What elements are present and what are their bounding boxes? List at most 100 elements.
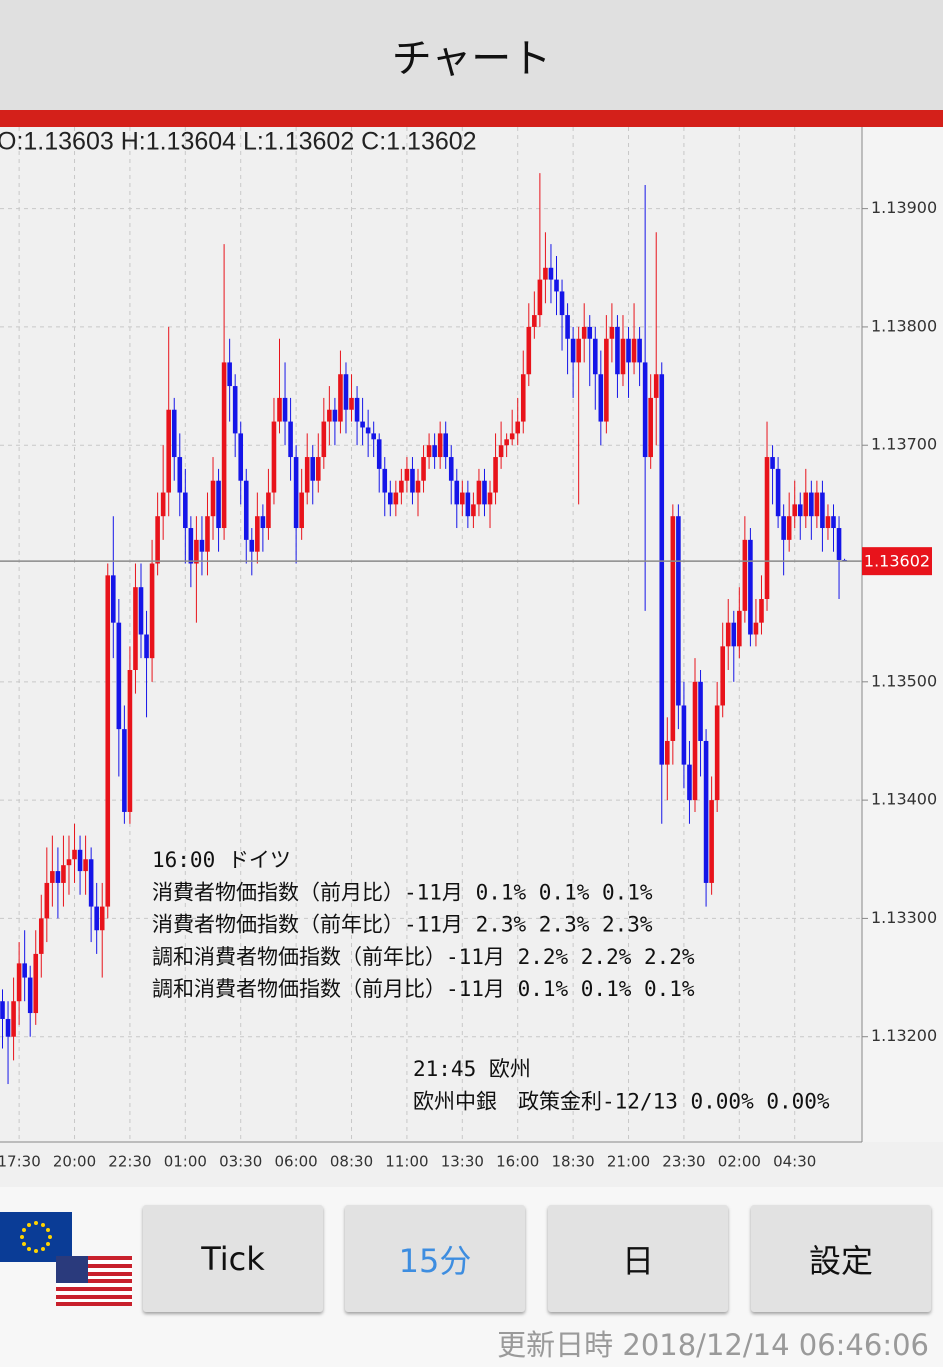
candle-body bbox=[255, 516, 260, 552]
candle-body bbox=[460, 492, 465, 505]
x-tick-label: 22:30 bbox=[108, 1153, 151, 1171]
current-price-label: 1.13602 bbox=[864, 552, 930, 571]
candle-body bbox=[759, 599, 764, 623]
eu-flag bbox=[0, 1212, 72, 1262]
candle-body bbox=[720, 646, 725, 706]
chart-background bbox=[0, 127, 943, 1187]
toolbar-button[interactable]: 日 bbox=[548, 1205, 728, 1312]
candle-body bbox=[349, 397, 354, 410]
candle-body bbox=[393, 492, 399, 505]
candle-body bbox=[404, 468, 410, 481]
candle-body bbox=[598, 374, 604, 422]
candle-body bbox=[581, 326, 587, 339]
candle-body bbox=[221, 362, 227, 529]
candle-body bbox=[376, 439, 382, 469]
candle-body bbox=[61, 865, 66, 883]
candle-body bbox=[55, 871, 61, 883]
accent-bar bbox=[0, 110, 943, 127]
candle-body bbox=[437, 433, 443, 458]
x-tick-label: 11:00 bbox=[385, 1153, 428, 1171]
candle-body bbox=[637, 338, 642, 363]
candle-body bbox=[709, 800, 714, 883]
x-tick-label: 16:00 bbox=[496, 1153, 539, 1171]
candle-body bbox=[249, 539, 255, 552]
candle-body bbox=[631, 338, 637, 363]
y-tick-label: 1.13500 bbox=[871, 671, 937, 690]
candle-body bbox=[343, 374, 349, 410]
y-tick-label: 1.13300 bbox=[871, 908, 937, 927]
x-tick-label: 20:00 bbox=[53, 1153, 96, 1171]
candle-body bbox=[194, 539, 199, 564]
candle-body bbox=[831, 516, 836, 529]
candle-body bbox=[11, 1001, 16, 1037]
candle-body bbox=[532, 315, 537, 327]
candle-body bbox=[653, 374, 659, 398]
current-price-box bbox=[862, 547, 932, 576]
candle-body bbox=[166, 409, 171, 493]
candle-body bbox=[592, 338, 598, 375]
candle-body bbox=[160, 492, 166, 517]
candle-body bbox=[681, 705, 687, 765]
candle-body bbox=[171, 409, 177, 458]
candle-body bbox=[515, 421, 521, 434]
candle-body bbox=[199, 539, 205, 552]
candle-body bbox=[38, 918, 44, 954]
axis-background bbox=[862, 127, 943, 1142]
candle-body bbox=[83, 859, 88, 872]
toolbar-button[interactable]: 設定 bbox=[751, 1205, 931, 1312]
candle-body bbox=[670, 516, 676, 741]
candle-body bbox=[144, 634, 149, 659]
candle-body bbox=[94, 906, 99, 931]
candle-body bbox=[487, 492, 493, 505]
candle-body bbox=[504, 439, 509, 446]
candle-body bbox=[338, 374, 343, 422]
candle-body bbox=[648, 397, 653, 458]
candle-body bbox=[786, 516, 792, 540]
candle-body bbox=[50, 871, 55, 883]
toolbar-button[interactable]: 15分 bbox=[345, 1205, 525, 1312]
candle-body bbox=[665, 740, 670, 765]
event-annotation: 調和消費者物価指数（前月比）-11月 0.1% 0.1% 0.1% bbox=[152, 977, 695, 1001]
candle-body bbox=[676, 516, 681, 706]
candle-body bbox=[737, 610, 742, 647]
app-title: チャート bbox=[391, 36, 552, 82]
event-annotation: 21:45 欧州 bbox=[413, 1057, 531, 1081]
candle-body bbox=[659, 374, 665, 765]
candle-body bbox=[111, 575, 116, 623]
candle-body bbox=[315, 457, 321, 481]
candle-body bbox=[72, 849, 77, 860]
candle-body bbox=[781, 516, 786, 540]
candle-body bbox=[443, 433, 448, 458]
candle-body bbox=[354, 397, 360, 422]
candle-body bbox=[299, 492, 304, 529]
event-annotation: 消費者物価指数（前年比）-11月 2.3% 2.3% 2.3% bbox=[152, 913, 653, 937]
candle-body bbox=[216, 480, 221, 529]
candle-body bbox=[99, 906, 105, 931]
candle-body bbox=[698, 681, 703, 741]
candle-body bbox=[626, 338, 631, 363]
candle-body bbox=[288, 421, 293, 458]
x-tick-label: 13:30 bbox=[441, 1153, 484, 1171]
candle-body bbox=[421, 457, 426, 481]
updated-time: 更新日時 2018/12/14 06:46:06 bbox=[497, 1328, 929, 1362]
candle-body bbox=[615, 326, 620, 375]
candle-body bbox=[587, 326, 593, 339]
currency-pair-icon[interactable] bbox=[0, 1212, 132, 1307]
ohlc-label: O:1.13603 H:1.13604 L:1.13602 C:1.13602 bbox=[0, 128, 477, 156]
candle-body bbox=[321, 421, 327, 458]
candle-body bbox=[149, 563, 155, 659]
y-tick-label: 1.13800 bbox=[871, 316, 937, 335]
toolbar-button[interactable]: Tick bbox=[143, 1205, 323, 1312]
x-tick-label: 21:00 bbox=[607, 1153, 650, 1171]
candle-body bbox=[576, 338, 581, 363]
candle-body bbox=[448, 457, 454, 481]
candle-body bbox=[565, 315, 570, 339]
candle-body bbox=[770, 457, 775, 469]
y-tick-label: 1.13700 bbox=[871, 435, 937, 454]
candle-body bbox=[809, 492, 814, 517]
candle-body bbox=[570, 338, 576, 363]
candle-body bbox=[609, 326, 615, 339]
candle-body bbox=[559, 291, 565, 316]
candle-body bbox=[177, 457, 183, 493]
candle-body bbox=[803, 492, 809, 517]
